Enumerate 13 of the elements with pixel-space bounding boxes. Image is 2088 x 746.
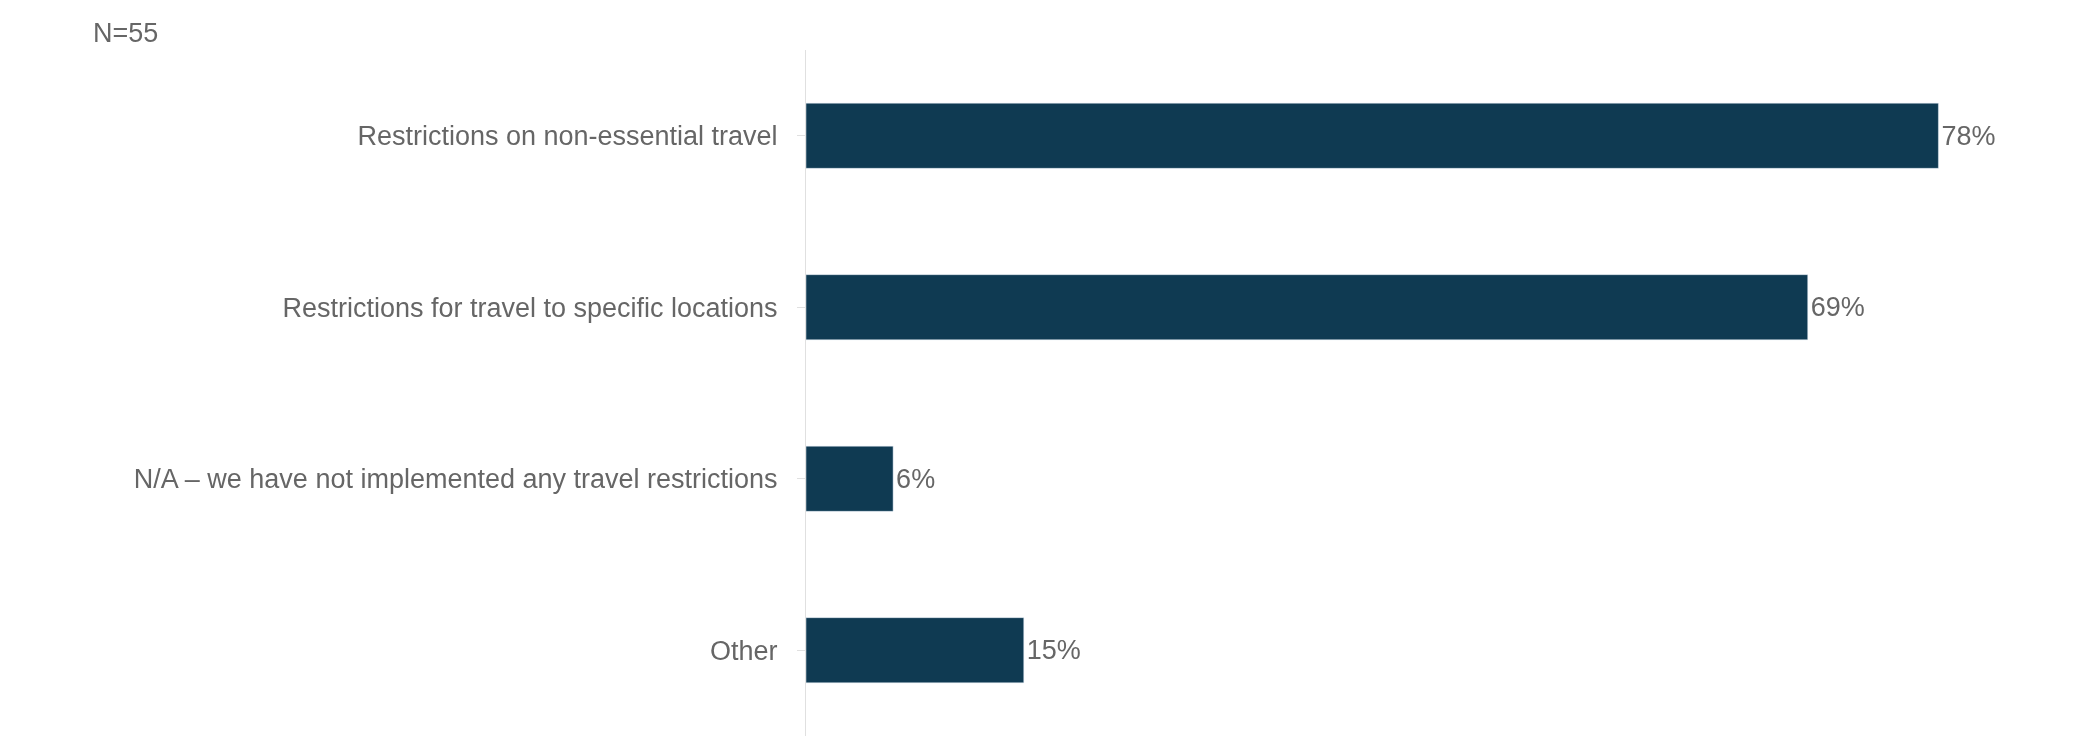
y-tick-label: Other xyxy=(710,635,778,666)
y-tick-label: N/A – we have not implemented any travel restrictions xyxy=(133,464,778,495)
bar xyxy=(806,445,894,512)
bar xyxy=(806,617,1025,684)
text: N=55 xyxy=(93,18,159,48)
data-label: 6% xyxy=(896,463,936,494)
bar xyxy=(806,102,1939,169)
data-label: 69% xyxy=(1810,292,1865,323)
bar xyxy=(806,274,1808,341)
y-tick-label: Restrictions on non-essential travel xyxy=(357,121,778,152)
data-label: 78% xyxy=(1941,120,1996,151)
data-label: 15% xyxy=(1026,635,1081,666)
y-tick-label: Restrictions for travel to specific locations xyxy=(282,292,778,323)
